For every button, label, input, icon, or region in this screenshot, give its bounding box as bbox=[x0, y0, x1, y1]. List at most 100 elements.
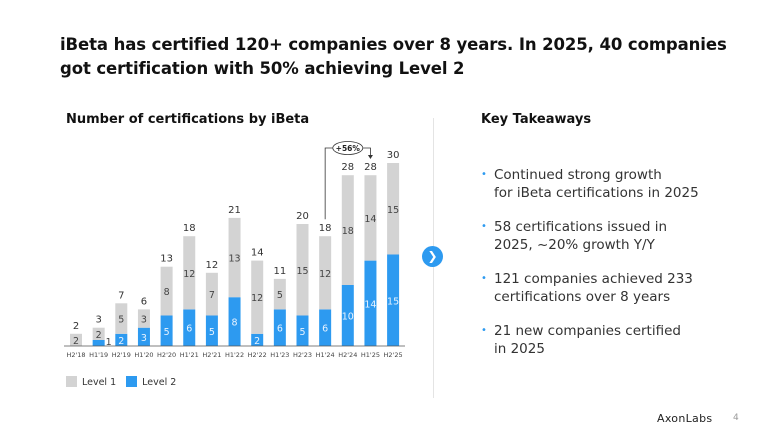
level2-label: 10 bbox=[342, 312, 354, 323]
bar-level1 bbox=[160, 266, 173, 316]
annotation-label: +56% bbox=[336, 144, 361, 153]
category-label: H1'19 bbox=[89, 351, 108, 359]
chart-title: Number of certifications by iBeta bbox=[66, 112, 310, 127]
bar-level2 bbox=[137, 327, 150, 346]
takeaway-text: 58 certifications issued in 2025, ~20% g… bbox=[494, 219, 668, 253]
bar-level2 bbox=[115, 333, 128, 346]
bar-level1 bbox=[364, 175, 377, 261]
total-label: 2 bbox=[73, 321, 79, 332]
level1-label: 14 bbox=[364, 214, 376, 225]
level2-label: 6 bbox=[322, 324, 328, 335]
level2-label: 3 bbox=[141, 333, 147, 344]
bar-level1 bbox=[115, 303, 128, 334]
total-label: 14 bbox=[251, 248, 264, 259]
takeaways-list: • Continued strong growth for iBeta certi… bbox=[481, 166, 741, 374]
total-label: 18 bbox=[319, 223, 332, 234]
legend-label: Level 1 bbox=[82, 377, 117, 388]
bar-level1 bbox=[137, 309, 150, 328]
level2-label: 6 bbox=[277, 324, 283, 335]
level1-label: 12 bbox=[251, 293, 263, 304]
chevron-right-icon[interactable]: ❯ bbox=[422, 246, 443, 267]
takeaway-item: • 58 certifications issued in 2025, ~20% … bbox=[481, 218, 741, 254]
total-label: 3 bbox=[95, 315, 101, 326]
category-label: H2'23 bbox=[293, 351, 312, 359]
bar-level2 bbox=[341, 285, 354, 346]
level2-label: 5 bbox=[164, 327, 170, 338]
bar-level2 bbox=[228, 297, 241, 346]
takeaway-item: • 121 companies achieved 233 certificatio… bbox=[481, 270, 741, 306]
level1-label: 8 bbox=[164, 287, 170, 298]
total-label: 11 bbox=[273, 266, 286, 277]
takeaway-text: Continued strong growth for iBeta certif… bbox=[494, 167, 699, 201]
bar-level2 bbox=[92, 339, 105, 346]
legend-item-level2: Level 2 bbox=[126, 376, 176, 388]
category-label: H2'19 bbox=[112, 351, 131, 359]
level2-label: 1 bbox=[106, 337, 112, 348]
bullet-dot-icon: • bbox=[481, 221, 487, 232]
total-label: 28 bbox=[364, 162, 377, 173]
category-label: H1'23 bbox=[270, 351, 289, 359]
bar-level2 bbox=[319, 309, 332, 346]
category-label: H1'22 bbox=[225, 351, 244, 359]
total-label: 7 bbox=[118, 290, 124, 301]
bar-level2 bbox=[183, 309, 196, 346]
legend-label: Level 2 bbox=[142, 377, 177, 388]
level1-label: 18 bbox=[342, 226, 354, 237]
level2-label: 5 bbox=[209, 327, 215, 338]
category-label: H1'21 bbox=[180, 351, 199, 359]
bar-level2 bbox=[205, 315, 218, 346]
total-label: 28 bbox=[341, 162, 354, 173]
axonlabs-logo: AxonLabs bbox=[657, 412, 713, 425]
total-label: 30 bbox=[387, 150, 400, 161]
takeaway-item: • 21 new companies certified in 2025 bbox=[481, 322, 741, 358]
bar-level2 bbox=[273, 309, 286, 346]
bullet-dot-icon: • bbox=[481, 325, 487, 336]
bar-level1 bbox=[228, 217, 241, 298]
bar-level2 bbox=[387, 254, 400, 346]
category-label: H2'24 bbox=[338, 351, 357, 359]
category-label: H2'21 bbox=[202, 351, 221, 359]
level1-label: 15 bbox=[387, 205, 399, 216]
total-label: 12 bbox=[206, 260, 219, 271]
bar-level1 bbox=[341, 175, 354, 285]
level1-label: 12 bbox=[319, 269, 331, 280]
bar-level2 bbox=[364, 260, 377, 346]
level2-label: 6 bbox=[186, 324, 192, 335]
level1-label: 13 bbox=[229, 254, 241, 265]
category-label: H2'22 bbox=[248, 351, 267, 359]
level2-label: 2 bbox=[254, 336, 260, 347]
level1-label: 5 bbox=[277, 290, 283, 301]
bar-level1 bbox=[319, 236, 332, 310]
level2-label: 8 bbox=[232, 318, 238, 329]
level1-label: 3 bbox=[141, 315, 147, 326]
bar-level1 bbox=[387, 163, 400, 255]
bar-level1 bbox=[205, 272, 218, 316]
arrow-down-icon bbox=[367, 155, 373, 159]
category-label: H1'24 bbox=[316, 351, 335, 359]
bar-level2 bbox=[251, 333, 264, 346]
total-label: 13 bbox=[160, 254, 173, 265]
page-number: 4 bbox=[733, 413, 739, 423]
takeaway-text: 121 companies achieved 233 certification… bbox=[494, 271, 693, 305]
annotation-bubble bbox=[332, 141, 364, 155]
takeaway-text: 21 new companies certified in 2025 bbox=[494, 323, 681, 357]
chart-legend: Level 1 Level 2 bbox=[66, 376, 176, 388]
level1-label: 15 bbox=[296, 266, 308, 277]
level1-label: 2 bbox=[73, 336, 79, 347]
bar-level1 bbox=[70, 333, 82, 346]
total-label: 20 bbox=[296, 211, 309, 222]
category-label: H2'18 bbox=[66, 351, 85, 359]
bar-level1 bbox=[296, 224, 309, 316]
category-label: H2'25 bbox=[384, 351, 403, 359]
legend-swatch bbox=[66, 376, 77, 387]
level1-label: 2 bbox=[96, 330, 102, 341]
level1-label: 12 bbox=[183, 269, 195, 280]
total-label: 6 bbox=[141, 296, 147, 307]
category-label: H1'20 bbox=[134, 351, 153, 359]
bullet-dot-icon: • bbox=[481, 273, 487, 284]
bar-level1 bbox=[273, 278, 286, 310]
bar-level2 bbox=[296, 315, 309, 346]
level1-label: 7 bbox=[209, 290, 215, 301]
bar-level2 bbox=[160, 315, 173, 346]
